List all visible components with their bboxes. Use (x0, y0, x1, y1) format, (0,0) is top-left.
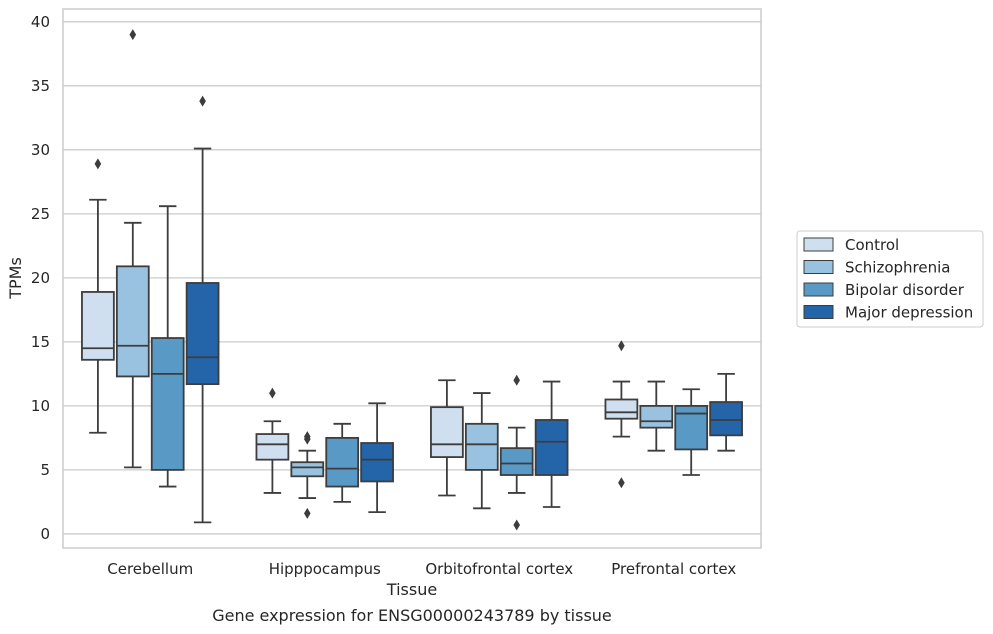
legend-swatch (803, 282, 834, 297)
box-major-depression (534, 380, 569, 508)
box-control (255, 387, 290, 494)
box-major-depression (709, 372, 743, 452)
x-tick-label: Hipppocampus (269, 560, 381, 578)
box-control (81, 158, 115, 434)
box-bipolar-disorder (150, 205, 185, 488)
box-bipolar-disorder (325, 422, 360, 503)
box-major-depression (185, 95, 220, 524)
legend-label: Control (845, 236, 899, 254)
box-schizophrenia (464, 392, 499, 510)
outlier-point (304, 433, 311, 445)
box-iqr (185, 282, 220, 386)
box-iqr (150, 337, 185, 471)
box-schizophrenia (639, 380, 674, 452)
plot-frame (62, 8, 762, 549)
box-bipolar-disorder (674, 388, 709, 476)
box-iqr (604, 398, 639, 420)
x-axis-title: Tissue (386, 580, 437, 599)
box-iqr (81, 291, 115, 361)
box-series (81, 29, 743, 531)
y-tick-label: 5 (40, 461, 50, 479)
outlier-point (94, 158, 102, 170)
y-tick-labels: 0 5 10 15 20 25 30 35 40 (31, 13, 50, 543)
outlier-point (618, 477, 625, 489)
y-axis-title: TPMs (6, 257, 25, 300)
outlier-point (618, 340, 625, 352)
x-tick-label: Cerebellum (107, 560, 193, 578)
y-tick-label: 30 (31, 141, 50, 159)
box-iqr (499, 447, 534, 476)
box-control (604, 340, 639, 489)
y-tick-label: 15 (31, 333, 50, 351)
box-iqr (290, 461, 325, 478)
box-iqr (325, 436, 360, 488)
box-iqr (255, 433, 290, 461)
y-tick-label: 0 (40, 525, 50, 543)
outlier-point (269, 387, 276, 399)
box-iqr (430, 406, 464, 458)
outlier-point (513, 374, 520, 386)
legend-label: Schizophrenia (845, 259, 950, 277)
outlier-point (199, 95, 206, 107)
box-iqr (360, 442, 394, 483)
y-tick-label: 10 (31, 397, 50, 415)
y-tick-label: 40 (31, 13, 50, 31)
box-iqr (709, 401, 743, 437)
legend: Control Schizophrenia Bipolar disorder Majo… (796, 230, 984, 328)
box-iqr (639, 404, 674, 429)
outlier-point (513, 519, 520, 531)
legend-frame (796, 230, 984, 328)
chart-caption: Gene expression for ENSG00000243789 by t… (212, 606, 612, 625)
x-tick-labels: Cerebellum Hipppocampus Orbitofrontal cort… (107, 560, 736, 578)
x-tick-label: Orbitofrontal cortex (425, 560, 573, 578)
y-tick-label: 25 (31, 205, 50, 223)
box-bipolar-disorder (499, 374, 534, 531)
y-tick-label: 35 (31, 77, 50, 95)
legend-swatch (803, 237, 834, 252)
outlier-point (304, 507, 311, 519)
y-tick-label: 20 (31, 269, 50, 287)
legend-swatch (803, 305, 834, 319)
box-major-depression (360, 402, 394, 514)
x-tick-label: Prefrontal cortex (611, 560, 736, 578)
box-iqr (115, 265, 150, 378)
outlier-point (129, 29, 137, 41)
box-iqr (674, 404, 709, 451)
legend-label: Bipolar disorder (845, 281, 965, 299)
box-schizophrenia (290, 431, 325, 519)
box-iqr (534, 419, 569, 476)
box-control (430, 379, 464, 497)
legend-swatch (803, 260, 834, 274)
box-schizophrenia (115, 29, 150, 469)
box-iqr (464, 422, 499, 471)
legend-label: Major depression (845, 304, 973, 322)
